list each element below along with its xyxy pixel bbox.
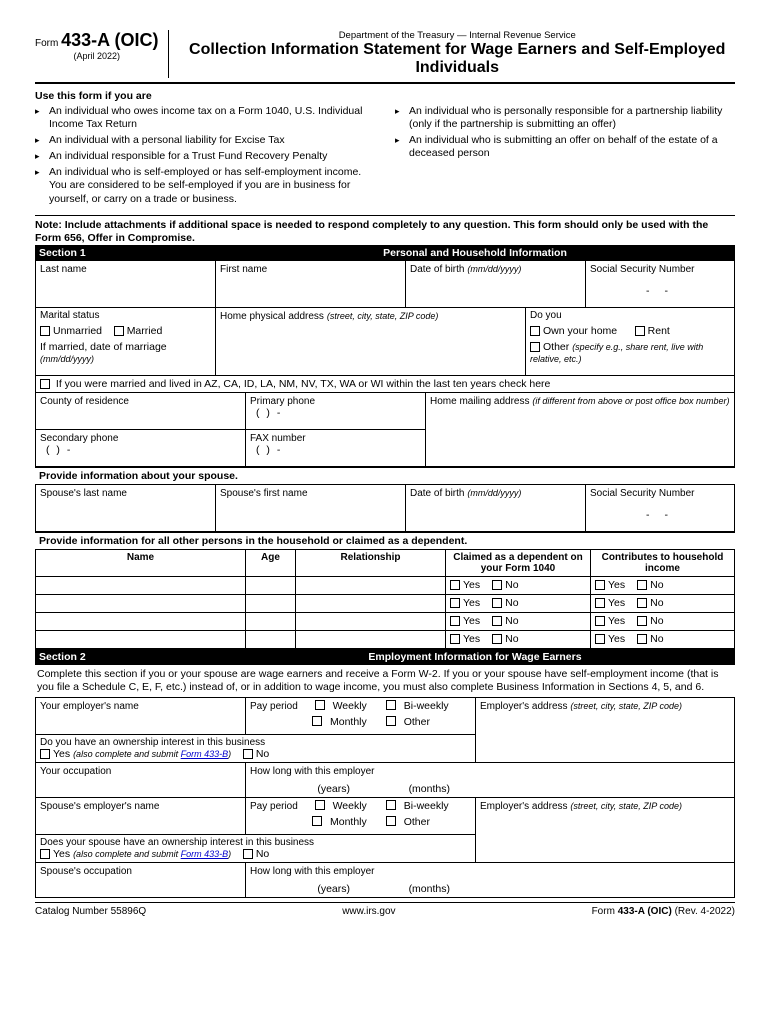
spouse-first-field[interactable]: Spouse's first name	[216, 485, 406, 532]
ownership-no-checkbox[interactable]	[243, 749, 253, 759]
spouse-ownership-field[interactable]: Does your spouse have an ownership inter…	[36, 834, 476, 863]
mailing-cont[interactable]	[426, 429, 735, 467]
monthly-checkbox[interactable]	[312, 716, 322, 726]
section1-row-county: County of residence Primary phone( ) - H…	[35, 393, 735, 430]
spouse-employer-field[interactable]: Spouse's employer's name	[36, 798, 246, 834]
spouse-last-field[interactable]: Spouse's last name	[36, 485, 216, 532]
do-you-field[interactable]: Do you Own your home Rent Other (specify…	[526, 308, 735, 376]
section1-row-marital: Marital status Unmarried Married If marr…	[35, 308, 735, 376]
how-long-field[interactable]: How long with this employer(years)(month…	[246, 763, 735, 798]
dependent-row[interactable]: YesNoYesNo	[35, 577, 735, 595]
dependents-header: Name Age Relationship Claimed as a depen…	[35, 550, 735, 577]
biweekly-checkbox[interactable]	[386, 700, 396, 710]
section1-row-names: Last name First name Date of birth (mm/d…	[35, 261, 735, 308]
dept-line: Department of the Treasury — Internal Re…	[179, 30, 735, 41]
employer-name-field[interactable]: Your employer's name	[36, 698, 246, 734]
fax-field[interactable]: FAX number( ) -	[246, 429, 426, 467]
use-columns: An individual who owes income tax on a F…	[35, 102, 735, 209]
own-home-checkbox[interactable]	[530, 326, 540, 336]
dependents-bar: Provide information for all other person…	[35, 532, 735, 550]
form-433b-link[interactable]: Form 433-B	[181, 749, 229, 759]
mailing-address-field[interactable]: Home mailing address (if different from …	[426, 393, 735, 430]
form-header: Form 433-A (OIC) (April 2022) Department…	[35, 30, 735, 84]
spouse-employer-row: Spouse's employer's name Pay period Week…	[35, 798, 735, 834]
form-title: Collection Information Statement for Wag…	[179, 41, 735, 78]
use-item: An individual who is submitting an offer…	[395, 134, 735, 160]
spouse-info-bar: Provide information about your spouse.	[35, 467, 735, 485]
page-footer: Catalog Number 55896Q www.irs.gov Form 4…	[35, 902, 735, 917]
spouse-occupation-row: Spouse's occupation How long with this e…	[35, 863, 735, 898]
use-item: An individual who is personally responsi…	[395, 105, 735, 131]
section1-bar: Section 1Personal and Household Informat…	[35, 245, 735, 261]
section1-row-phone2: Secondary phone( ) - FAX number( ) -	[35, 429, 735, 467]
az-checkbox[interactable]	[40, 379, 50, 389]
spouse-pay-period-field[interactable]: Pay period Weekly Bi-weekly Monthly Othe…	[246, 798, 476, 834]
ownership-field[interactable]: Do you have an ownership interest in thi…	[36, 734, 476, 763]
employer-address-field[interactable]: Employer's address (street, city, state,…	[476, 698, 735, 734]
spouse-occupation-field[interactable]: Spouse's occupation	[36, 863, 246, 898]
first-name-field[interactable]: First name	[216, 261, 406, 308]
section2-intro: Complete this section if you or your spo…	[35, 665, 735, 698]
secondary-phone-field[interactable]: Secondary phone( ) -	[36, 429, 246, 467]
spouse-how-long-field[interactable]: How long with this employer(years)(month…	[246, 863, 735, 898]
employer-row: Your employer's name Pay period Weekly B…	[35, 698, 735, 734]
weekly-checkbox[interactable]	[315, 700, 325, 710]
last-name-field[interactable]: Last name	[36, 261, 216, 308]
irs-url: www.irs.gov	[342, 906, 395, 917]
ownership-row: Do you have an ownership interest in thi…	[35, 734, 735, 763]
use-item: An individual who is self-employed or ha…	[35, 166, 375, 205]
married-checkbox[interactable]	[114, 326, 124, 336]
use-heading: Use this form if you are	[35, 90, 735, 102]
section2-bar: Section 2Employment Information for Wage…	[35, 649, 735, 665]
use-item: An individual with a personal liability …	[35, 134, 375, 147]
other-checkbox[interactable]	[530, 342, 540, 352]
dob-field[interactable]: Date of birth (mm/dd/yyyy)	[406, 261, 586, 308]
dependent-row[interactable]: YesNoYesNo	[35, 595, 735, 613]
occupation-row: Your occupation How long with this emplo…	[35, 763, 735, 798]
az-row[interactable]: If you were married and lived in AZ, CA,…	[35, 376, 735, 393]
form-433b-link[interactable]: Form 433-B	[181, 849, 229, 859]
spouse-ownership-row: Does your spouse have an ownership inter…	[35, 834, 735, 863]
use-item: An individual who owes income tax on a F…	[35, 105, 375, 131]
primary-phone-field[interactable]: Primary phone( ) -	[246, 393, 426, 430]
pay-period-field[interactable]: Pay period Weekly Bi-weekly Monthly Othe…	[246, 698, 476, 734]
spouse-row: Spouse's last name Spouse's first name D…	[35, 485, 735, 532]
spouse-ssn-field[interactable]: Social Security Number- -	[586, 485, 735, 532]
use-item: An individual responsible for a Trust Fu…	[35, 150, 375, 163]
county-field[interactable]: County of residence	[36, 393, 246, 430]
marital-status-field[interactable]: Marital status Unmarried Married If marr…	[36, 308, 216, 376]
rent-checkbox[interactable]	[635, 326, 645, 336]
spouse-dob-field[interactable]: Date of birth (mm/dd/yyyy)	[406, 485, 586, 532]
spouse-employer-address-field[interactable]: Employer's address (street, city, state,…	[476, 798, 735, 834]
unmarried-checkbox[interactable]	[40, 326, 50, 336]
ownership-yes-checkbox[interactable]	[40, 749, 50, 759]
home-address-field[interactable]: Home physical address (street, city, sta…	[216, 308, 526, 376]
occupation-field[interactable]: Your occupation	[36, 763, 246, 798]
other-pay-checkbox[interactable]	[386, 716, 396, 726]
dependent-row[interactable]: YesNoYesNo	[35, 613, 735, 631]
form-id-block: Form 433-A (OIC) (April 2022)	[35, 30, 169, 78]
dependent-row[interactable]: YesNoYesNo	[35, 631, 735, 649]
note-text: Note: Include attachments if additional …	[35, 215, 735, 245]
ssn-field[interactable]: Social Security Number- -	[586, 261, 735, 308]
